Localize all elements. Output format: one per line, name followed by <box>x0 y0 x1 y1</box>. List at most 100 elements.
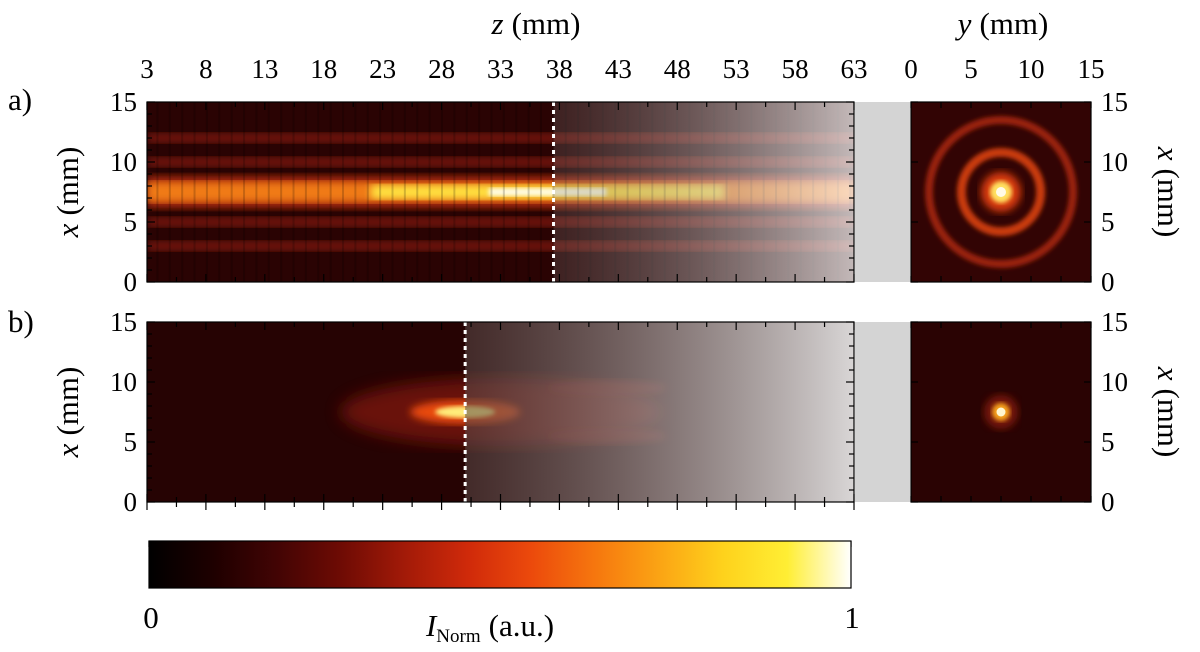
panel-a-fringe <box>292 102 295 282</box>
cross-top-axis-title: y (mm) <box>955 6 1049 41</box>
z-tick-label: 58 <box>782 54 809 84</box>
panel-a-fringe <box>440 102 443 282</box>
panel-a-fringe <box>243 102 246 282</box>
panel-a-fringe <box>230 102 233 282</box>
cross-a-ring <box>956 147 1046 237</box>
cross-x-tick-label: 5 <box>1101 207 1115 237</box>
x-tick-label: 0 <box>124 267 138 297</box>
x-tick-label: 15 <box>110 87 137 117</box>
panel-a-fringe <box>329 102 332 282</box>
cross-a-plot <box>910 101 1092 283</box>
panel-a-fringe <box>478 102 481 282</box>
panel-a-fringe <box>416 102 419 282</box>
panel-a-fringe <box>354 102 357 282</box>
x-tick-label: 15 <box>110 307 137 337</box>
panel-a-side-lobe <box>147 241 854 251</box>
cross-b-image <box>984 395 1018 429</box>
panel-a-fringe <box>391 102 394 282</box>
colorbar-min-label: 0 <box>143 600 159 635</box>
panel-a-fringe <box>280 102 283 282</box>
panel-b-y-var: x <box>50 443 85 458</box>
z-tick-label: 23 <box>369 54 396 84</box>
cross-b-y-title: x (mm) <box>1151 366 1186 458</box>
panel-a-fringe <box>193 102 196 282</box>
panel-a-fringe <box>218 102 221 282</box>
cross-x-tick-label: 10 <box>1101 367 1128 397</box>
panel-a-fringe <box>304 102 307 282</box>
z-label-unit: (mm) <box>512 6 581 41</box>
colorbar-max-label: 1 <box>844 600 860 635</box>
z-tick-label: 33 <box>487 54 514 84</box>
panel-a-plot <box>146 101 855 283</box>
panel-a-fringe <box>515 102 518 282</box>
cross-x-tick-label: 5 <box>1101 427 1115 457</box>
panel-a-y-var: x <box>50 223 85 238</box>
panel-a-y-title: x (mm) <box>50 147 85 239</box>
cross-a-ring <box>925 116 1077 268</box>
z-tick-label: 53 <box>723 54 750 84</box>
y-label-var: y <box>955 6 972 41</box>
panel-b-plot <box>146 321 855 503</box>
panel-a-side-lobe <box>147 133 854 143</box>
x-tick-label: 10 <box>110 147 137 177</box>
panel-a-y-unit: (mm) <box>50 147 85 216</box>
colorbar-title: INorm (a.u.) <box>425 608 554 647</box>
panel-a-beam-hotspot <box>488 188 607 196</box>
x-tick-label: 10 <box>110 367 137 397</box>
cross-b-y-unit: (mm) <box>1151 388 1186 457</box>
panel-a-fringe <box>342 102 345 282</box>
panel-a-label: a) <box>8 82 32 117</box>
cross-a-image <box>925 116 1077 268</box>
panel-a-fringe <box>255 102 258 282</box>
colorbar: 0 1 INorm (a.u.) <box>143 540 860 647</box>
panel-a-gap <box>855 102 910 282</box>
panel-b-y-title: x (mm) <box>50 367 85 459</box>
panel-b-shade <box>465 322 854 502</box>
x-tick-label: 0 <box>124 487 138 517</box>
y-tick-label: 15 <box>1078 54 1105 84</box>
panel-a-fringe <box>267 102 270 282</box>
panel-a-fringe <box>527 102 530 282</box>
panel-a-fringe <box>181 102 184 282</box>
panel-a-fringe <box>539 102 542 282</box>
panel-a-fringe <box>205 102 208 282</box>
y-tick-label: 10 <box>1018 54 1045 84</box>
panel-a-fringe <box>168 102 171 282</box>
z-tick-label: 43 <box>605 54 632 84</box>
z-label-var: z <box>491 6 504 41</box>
panel-a-side-lobe <box>147 217 854 227</box>
top-axis-title: z (mm) <box>491 6 581 41</box>
x-tick-label: 5 <box>124 427 138 457</box>
cross-x-tick-label: 15 <box>1101 87 1128 117</box>
z-tick-label: 18 <box>310 54 337 84</box>
cross-a-y-title: x (mm) <box>1151 146 1186 238</box>
panel-a-fringe <box>453 102 456 282</box>
panel-a-fringe <box>428 102 431 282</box>
cross-a-spot-core <box>996 187 1006 197</box>
panel-b-y-unit: (mm) <box>50 367 85 436</box>
z-tick-label: 3 <box>140 54 154 84</box>
colorbar-gradient <box>148 540 852 589</box>
y-tick-label: 0 <box>904 54 918 84</box>
z-tick-label: 63 <box>841 54 868 84</box>
panel-b-label: b) <box>8 304 34 339</box>
y-label-unit: (mm) <box>979 6 1048 41</box>
panel-a-fringe <box>490 102 493 282</box>
y-tick-label: 5 <box>964 54 978 84</box>
panel-b-gap <box>855 322 910 502</box>
panel-a-fringe <box>502 102 505 282</box>
cross-b-y-var: x <box>1151 366 1186 381</box>
z-tick-label: 28 <box>428 54 455 84</box>
cross-b-plot <box>910 321 1092 503</box>
x-tick-label: 5 <box>124 207 138 237</box>
panel-a-fringe <box>366 102 369 282</box>
panel-a-fringe <box>156 102 159 282</box>
panel-a-shade <box>553 102 854 282</box>
colorbar-var: I <box>425 608 438 643</box>
panel-a-fringe <box>465 102 468 282</box>
cross-a-y-unit: (mm) <box>1151 168 1186 237</box>
z-tick-label: 38 <box>546 54 573 84</box>
cross-x-tick-label: 0 <box>1101 487 1115 517</box>
